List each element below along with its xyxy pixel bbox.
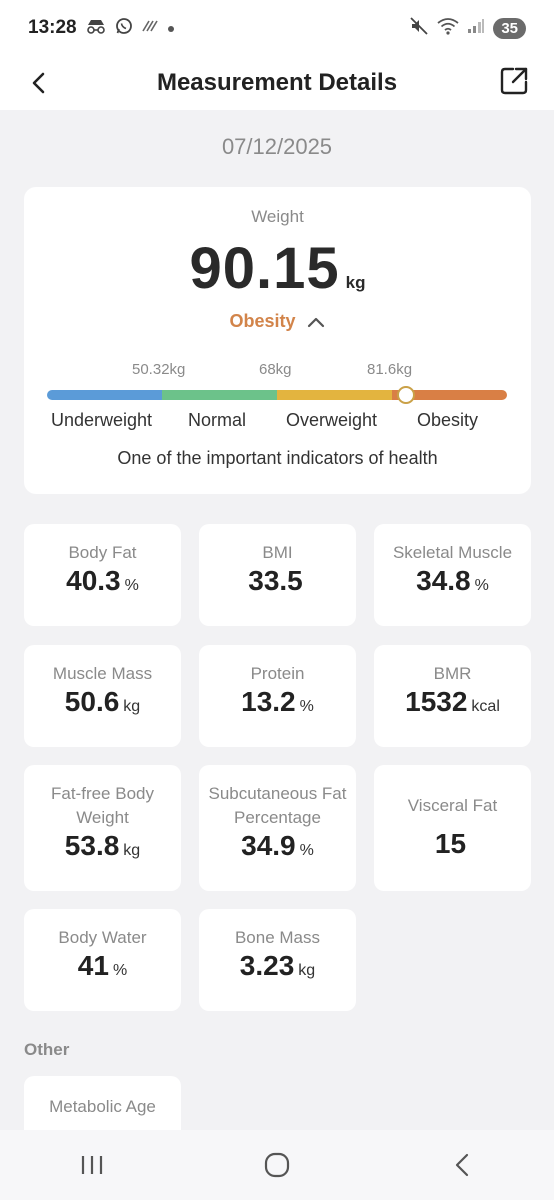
status-time: 13:28 (28, 17, 77, 38)
metric-bone-mass[interactable]: Bone Mass 3.23 kg (199, 909, 356, 1011)
metric-unit: % (299, 698, 314, 715)
measurement-date: 07/12/2025 (221, 134, 333, 159)
metric-value: 41 (77, 950, 109, 981)
app-header: Measurement Details (0, 56, 554, 110)
metric-label: Body Fat (68, 543, 137, 562)
system-nav-bar (0, 1130, 554, 1200)
weight-value: 90.15 (189, 236, 340, 301)
category-normal: Normal (188, 410, 247, 430)
metric-unit: % (474, 577, 489, 594)
weight-card: Weight 90.15 kg Obesity 50.32kg 68kg 81.… (24, 187, 531, 494)
metric-unit: kg (298, 962, 316, 979)
weight-unit: kg (345, 273, 366, 292)
status-right: 35 (409, 16, 526, 41)
dot-icon (167, 18, 175, 38)
range-segment-obesity (392, 390, 507, 400)
metric-value: 34.8 (416, 565, 471, 596)
chevron-up-icon (306, 315, 326, 329)
metric-body-water[interactable]: Body Water 41% (24, 909, 181, 1011)
metric-label: Visceral Fat (407, 796, 498, 815)
range-segment-underweight (47, 390, 162, 400)
weight-status-toggle[interactable]: Obesity (24, 311, 531, 332)
status-left: 13:28 (28, 17, 175, 40)
metric-unit: % (299, 842, 314, 859)
metric-muscle-mass[interactable]: Muscle Mass 50.6 kg (24, 645, 181, 747)
incognito-icon (85, 18, 107, 39)
home-button[interactable] (247, 1145, 307, 1185)
back-icon (455, 1153, 468, 1177)
metric-label: BMI (262, 543, 293, 562)
category-underweight: Underweight (51, 410, 153, 430)
status-bar: 13:28 35 (0, 0, 554, 56)
home-icon (264, 1152, 290, 1178)
metric-value: 53.8 (64, 830, 120, 861)
metric-value: 50.6 (64, 686, 120, 717)
metric-value: 1532 (405, 686, 468, 717)
range-segment-normal (162, 390, 277, 400)
metric-value: 15 (434, 828, 467, 859)
category-overweight: Overweight (286, 410, 378, 430)
metric-bmi[interactable]: BMI 33.5 (199, 524, 356, 626)
data-icon (141, 18, 159, 38)
metric-value: 13.2 (241, 686, 296, 717)
metric-protein[interactable]: Protein 13.2% (199, 645, 356, 747)
metric-body-fat[interactable]: Body Fat 40.3% (24, 524, 181, 626)
health-note: One of the important indicators of healt… (117, 448, 438, 468)
range-segment-overweight (277, 390, 392, 400)
category-obesity: Obesity (417, 410, 479, 430)
signal-icon (467, 18, 485, 39)
share-external-icon (500, 67, 528, 95)
metric-fat-free-body-weight[interactable]: Fat-free Body Weight 53.8 kg (24, 765, 181, 891)
metric-label: Subcutaneous Fat Percentage (208, 784, 347, 827)
metric-label: Muscle Mass (52, 664, 153, 683)
metric-label: Metabolic Age (49, 1097, 156, 1116)
chevron-left-icon (32, 72, 45, 94)
whatsapp-icon (115, 17, 133, 40)
metric-label: Bone Mass (234, 928, 321, 947)
threshold-label-1: 50.32kg (132, 361, 186, 378)
metric-value: 40.3 (66, 565, 121, 596)
section-title-other: Other (24, 1040, 70, 1059)
metric-label: Skeletal Muscle (392, 543, 513, 562)
metric-unit: % (124, 577, 139, 594)
weight-range-bar (47, 386, 507, 404)
metric-skeletal-muscle[interactable]: Skeletal Muscle 34.8% (374, 524, 531, 626)
metric-value: 3.23 (239, 950, 295, 981)
back-nav-button[interactable] (432, 1145, 492, 1185)
metric-unit: kg (123, 842, 141, 859)
threshold-label-2: 68kg (259, 361, 292, 378)
page-title: Measurement Details (156, 69, 398, 96)
metric-label: Fat-free Body Weight (51, 784, 154, 827)
recents-icon (82, 1156, 103, 1174)
metric-value: 34.9 (241, 830, 296, 861)
metric-unit: kcal (471, 698, 500, 715)
mute-icon (409, 16, 429, 41)
wifi-icon (437, 17, 459, 40)
weight-marker (396, 386, 415, 404)
metric-value: 33.5 (248, 565, 303, 596)
back-button[interactable] (22, 66, 56, 100)
metric-label: BMR (433, 664, 472, 683)
weight-status: Obesity (229, 311, 296, 331)
metric-bmr[interactable]: BMR 1532 kcal (374, 645, 531, 747)
metric-visceral-fat[interactable]: Visceral Fat 15 (374, 765, 531, 891)
metric-unit: kg (123, 698, 141, 715)
metric-label: Body Water (58, 928, 147, 947)
metric-subcutaneous-fat[interactable]: Subcutaneous Fat Percentage 34.9% (199, 765, 356, 891)
battery-indicator: 35 (493, 17, 526, 39)
weight-label: Weight (251, 207, 304, 226)
metric-unit: % (112, 962, 128, 979)
recents-button[interactable] (62, 1145, 122, 1185)
metric-label: Protein (250, 664, 305, 683)
threshold-label-3: 81.6kg (367, 361, 413, 378)
share-button[interactable] (498, 64, 530, 98)
weight-value-row: 90.15 kg (24, 235, 531, 302)
